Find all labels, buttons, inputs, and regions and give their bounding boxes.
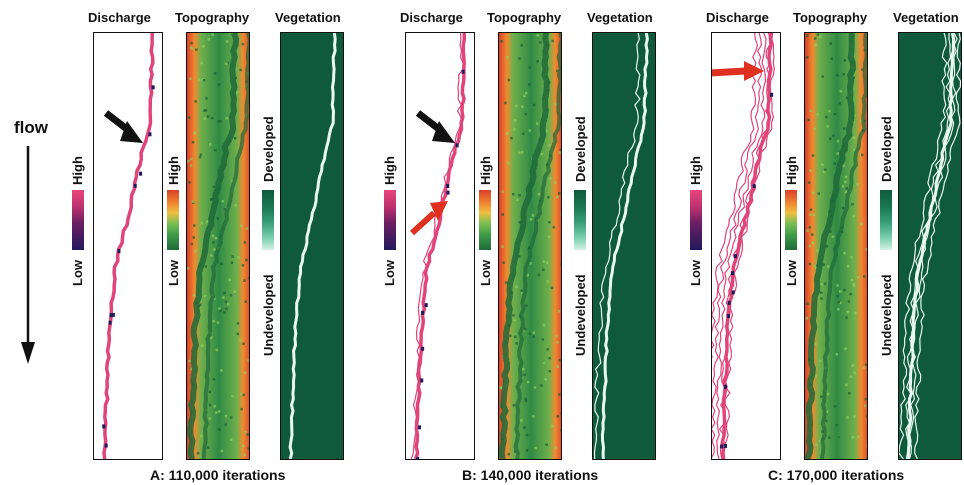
flow-indicator: flow	[8, 118, 64, 368]
discharge-colorbar	[384, 190, 396, 250]
discharge-title: Discharge	[400, 10, 463, 25]
discharge-map	[405, 32, 475, 460]
discharge-high-label: High	[382, 156, 397, 185]
vegetation-title: Vegetation	[587, 10, 653, 25]
topography-high-label: High	[166, 156, 181, 185]
discharge-colorbar	[690, 190, 702, 250]
panel-graphic	[187, 33, 249, 459]
vegetation-colorbar	[574, 190, 586, 250]
topography-colorbar	[167, 190, 179, 250]
flow-label: flow	[14, 118, 48, 137]
vegetation-title: Vegetation	[893, 10, 959, 25]
panel-caption: A: 110,000 iterations	[150, 467, 286, 483]
vegetation-developed-label: Developed	[573, 116, 588, 182]
vegetation-undeveloped-label: Undeveloped	[261, 274, 276, 356]
vegetation-developed-label: Developed	[879, 116, 894, 182]
discharge-high-label: High	[688, 156, 703, 185]
vegetation-undeveloped-label: Undeveloped	[879, 274, 894, 356]
panel-group-c: Discharge Topography Vegetation High Low…	[686, 0, 964, 485]
panel-graphic	[499, 33, 561, 459]
discharge-map	[93, 32, 163, 460]
discharge-title: Discharge	[88, 10, 151, 25]
discharge-colorbar	[72, 190, 84, 250]
vegetation-developed-label: Developed	[261, 116, 276, 182]
topography-low-label: Low	[478, 260, 493, 286]
vegetation-colorbar	[880, 190, 892, 250]
panel-group-b: Discharge Topography Vegetation High Low…	[380, 0, 670, 485]
topography-colorbar	[785, 190, 797, 250]
panel-caption: B: 140,000 iterations	[462, 467, 599, 483]
discharge-map	[711, 32, 781, 460]
topography-map	[186, 32, 250, 460]
panel-graphic	[102, 33, 155, 459]
discharge-title: Discharge	[706, 10, 769, 25]
topography-title: Topography	[487, 10, 562, 25]
topography-high-label: High	[784, 156, 799, 185]
discharge-low-label: Low	[688, 260, 703, 286]
flow-arrow-icon	[21, 146, 35, 364]
vegetation-map	[592, 32, 656, 460]
panel-graphic	[712, 33, 775, 459]
topography-low-label: Low	[166, 260, 181, 286]
topography-map	[804, 32, 868, 460]
panel-graphic	[409, 33, 467, 459]
discharge-low-label: Low	[70, 260, 85, 286]
discharge-low-label: Low	[382, 260, 397, 286]
topography-map	[498, 32, 562, 460]
topography-low-label: Low	[784, 260, 799, 286]
panel-graphic	[281, 33, 343, 459]
vegetation-map	[280, 32, 344, 460]
panel-caption: C: 170,000 iterations	[768, 467, 905, 483]
vegetation-colorbar	[262, 190, 274, 250]
discharge-high-label: High	[70, 156, 85, 185]
topography-colorbar	[479, 190, 491, 250]
vegetation-map	[898, 32, 962, 460]
vegetation-title: Vegetation	[275, 10, 341, 25]
panel-graphic	[593, 33, 655, 459]
topography-title: Topography	[175, 10, 250, 25]
panel-graphic	[899, 33, 961, 459]
panel-graphic	[805, 33, 867, 459]
panel-group-a: Discharge Topography Vegetation High Low…	[68, 0, 358, 485]
topography-title: Topography	[793, 10, 868, 25]
topography-high-label: High	[478, 156, 493, 185]
vegetation-undeveloped-label: Undeveloped	[573, 274, 588, 356]
